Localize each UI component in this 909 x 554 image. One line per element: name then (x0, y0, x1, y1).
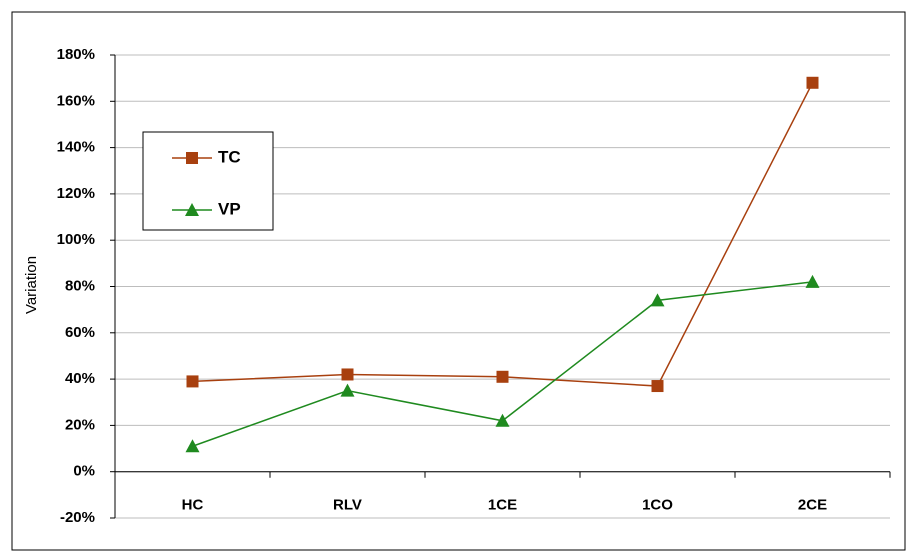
y-tick-label: -20% (60, 509, 95, 526)
data-point (651, 380, 664, 393)
y-tick-label: 20% (65, 416, 95, 433)
y-tick-label: 0% (73, 463, 95, 480)
data-point (650, 293, 665, 307)
legend-label: TC (218, 147, 241, 166)
data-point (340, 383, 355, 397)
y-tick-label: 140% (57, 139, 95, 156)
x-tick-label: 2CE (798, 497, 827, 514)
legend-marker (186, 152, 198, 164)
y-tick-label: 180% (57, 46, 95, 63)
y-tick-label: 40% (65, 370, 95, 387)
data-point (496, 370, 509, 383)
data-point (495, 413, 510, 427)
y-axis-label: Variation (23, 256, 40, 314)
x-tick-label: 1CO (642, 497, 673, 514)
x-tick-label: RLV (333, 497, 362, 514)
x-tick-label: HC (182, 497, 204, 514)
data-point (805, 274, 820, 288)
y-tick-label: 60% (65, 324, 95, 341)
x-tick-label: 1CE (488, 497, 517, 514)
y-tick-label: 160% (57, 92, 95, 109)
y-tick-label: 100% (57, 231, 95, 248)
data-point (806, 76, 819, 89)
data-point (186, 375, 199, 388)
legend-box (142, 131, 274, 231)
y-tick-label: 120% (57, 185, 95, 202)
legend-label: VP (218, 199, 241, 218)
y-tick-label: 80% (65, 277, 95, 294)
legend-marker (185, 203, 199, 216)
data-point (185, 439, 200, 453)
chart-frame (11, 11, 906, 551)
data-point (341, 368, 354, 381)
